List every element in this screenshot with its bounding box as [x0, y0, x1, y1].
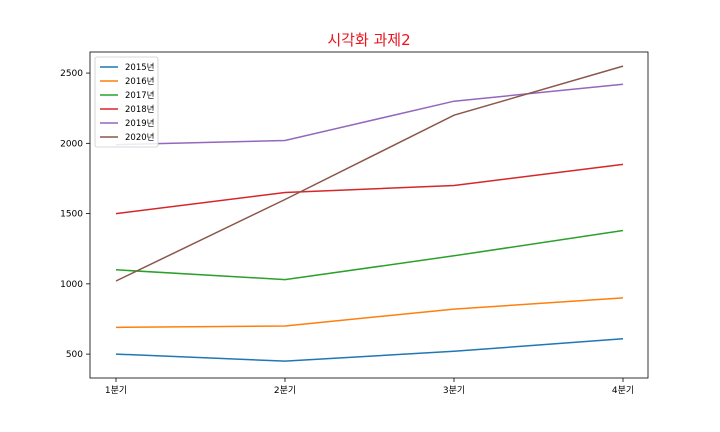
chart-title: 시각화 과제2 [327, 31, 410, 49]
legend-label-1: 2016년 [125, 76, 154, 87]
x-tick-label: 1분기 [105, 385, 127, 396]
series-line-3 [115, 163, 624, 215]
axes-layer: 500 1000 1500 2000 2500 1분기 2분기 3분기 4분기 [60, 69, 634, 396]
y-tick-label: 1500 [60, 210, 83, 220]
y-tick-label: 500 [66, 350, 83, 360]
x-tick-label: 2분기 [274, 385, 296, 396]
legend-label-3: 2018년 [125, 104, 154, 115]
series-line-5 [115, 65, 624, 282]
y-tick-label: 2500 [60, 69, 83, 79]
legend-label-0: 2015년 [125, 62, 154, 73]
plot-area-frame [89, 51, 649, 379]
series-layer [115, 65, 624, 362]
x-tick-label: 3분기 [443, 385, 465, 396]
x-tick-label: 4분기 [612, 385, 634, 396]
legend-label-5: 2020년 [125, 132, 154, 143]
series-line-4 [115, 83, 624, 146]
legend-label-4: 2019년 [125, 118, 154, 129]
series-line-0 [115, 337, 624, 362]
legend-label-2: 2017년 [125, 90, 154, 101]
legend: 2015년 2016년 2017년 2018년 2019년 2020년 [94, 56, 159, 148]
y-tick-label: 2000 [60, 139, 83, 149]
series-line-2 [115, 229, 624, 281]
series-line-1 [115, 297, 624, 329]
legend-box [94, 56, 159, 148]
y-tick-label: 1000 [60, 280, 83, 290]
